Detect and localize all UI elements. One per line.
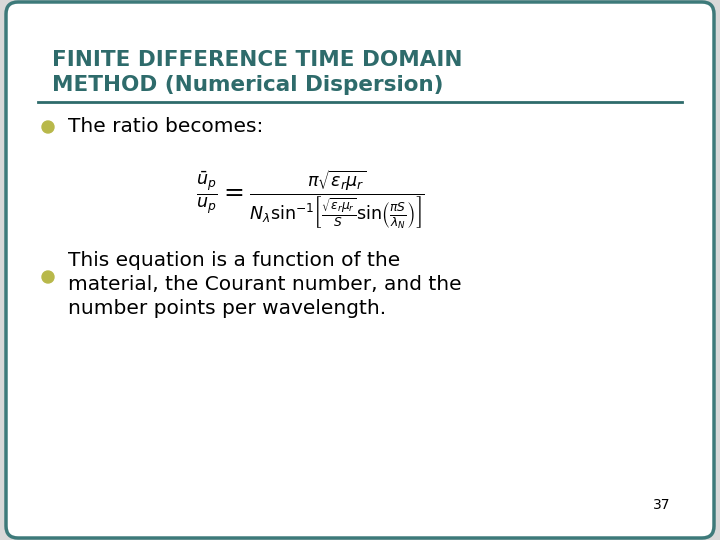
Circle shape — [42, 271, 54, 283]
Text: number points per wavelength.: number points per wavelength. — [68, 299, 386, 318]
FancyBboxPatch shape — [6, 2, 714, 538]
Text: This equation is a function of the: This equation is a function of the — [68, 251, 400, 269]
Text: FINITE DIFFERENCE TIME DOMAIN: FINITE DIFFERENCE TIME DOMAIN — [52, 50, 462, 70]
Text: The ratio becomes:: The ratio becomes: — [68, 118, 264, 137]
Text: $\frac{\bar{u}_p}{u_p} = \frac{\pi\sqrt{\varepsilon_r \mu_r}}{N_\lambda \sin^{-1: $\frac{\bar{u}_p}{u_p} = \frac{\pi\sqrt{… — [196, 168, 424, 231]
Circle shape — [42, 121, 54, 133]
Text: material, the Courant number, and the: material, the Courant number, and the — [68, 274, 462, 294]
Text: 37: 37 — [652, 498, 670, 512]
Text: METHOD (Numerical Dispersion): METHOD (Numerical Dispersion) — [52, 75, 444, 95]
